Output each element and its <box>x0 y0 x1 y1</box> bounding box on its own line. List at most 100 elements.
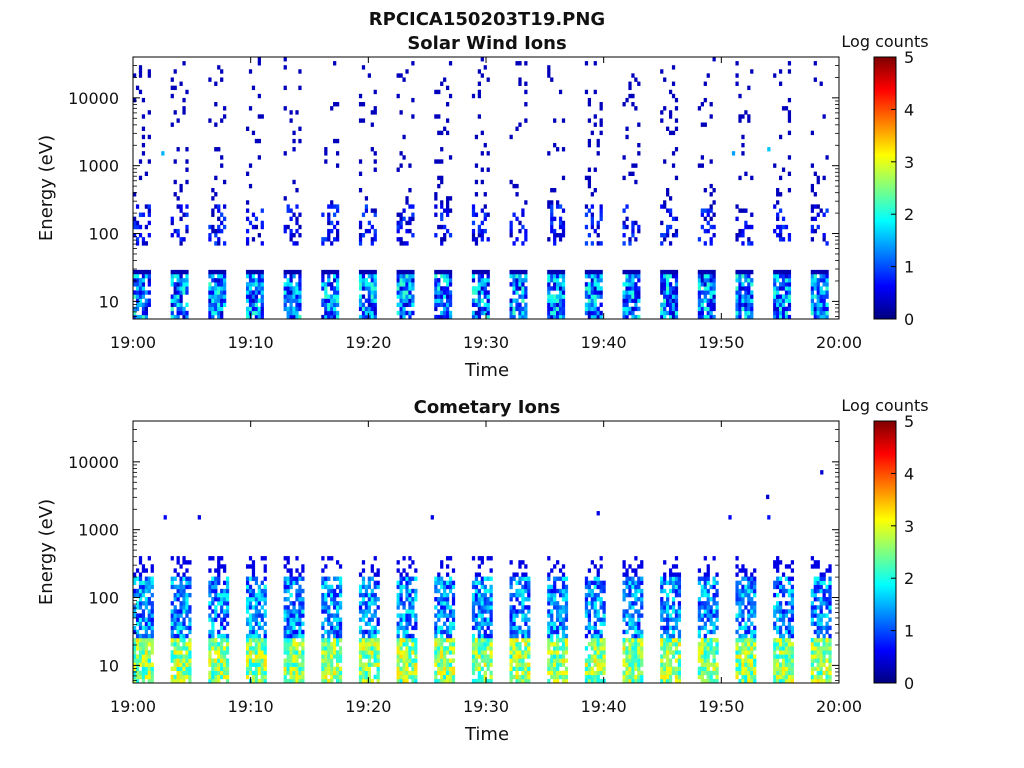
heatmap-cell <box>338 674 343 680</box>
heatmap-cell <box>631 163 635 168</box>
heatmap-cell <box>787 662 792 667</box>
heatmap-cell <box>813 204 817 209</box>
heatmap-cell <box>674 302 679 308</box>
heatmap-cell <box>825 629 829 635</box>
heatmap-cell <box>263 654 267 659</box>
heatmap-cell <box>399 278 403 283</box>
heatmap-cell <box>367 73 371 78</box>
heatmap-cell <box>509 662 513 667</box>
heatmap-cell <box>561 294 566 299</box>
heatmap-cell <box>399 576 403 581</box>
heatmap-cell <box>671 642 676 647</box>
heatmap-cell <box>147 609 151 614</box>
heatmap-cell <box>399 584 403 590</box>
heatmap-cell <box>640 646 644 651</box>
heatmap-cell <box>286 621 290 626</box>
heatmap-cell <box>402 302 406 308</box>
heatmap-cell <box>411 294 415 299</box>
heatmap-cell <box>584 613 589 618</box>
heatmap-cell <box>217 576 221 581</box>
heatmap-cell <box>248 576 253 581</box>
heatmap-cell <box>185 576 189 581</box>
heatmap-cell <box>587 621 592 626</box>
heatmap-cell <box>251 674 256 680</box>
heatmap-cell <box>182 560 186 565</box>
heatmap-cell <box>448 650 453 655</box>
heatmap-cell <box>260 220 264 226</box>
heatmap-cell <box>631 220 635 226</box>
heatmap-cell <box>778 81 783 86</box>
heatmap-cell <box>660 646 664 651</box>
heatmap-cell <box>816 278 820 283</box>
heatmap-cell <box>750 290 754 295</box>
heatmap-cell <box>301 605 305 610</box>
heatmap-cell <box>564 613 569 618</box>
heatmap-cell <box>547 302 551 308</box>
heatmap-cell <box>147 282 151 287</box>
heatmap-cell <box>700 302 704 308</box>
heatmap-cell <box>217 204 221 209</box>
heatmap-cell <box>480 646 484 651</box>
heatmap-cell <box>553 605 557 610</box>
heatmap-cell <box>358 625 363 631</box>
heatmap-cell <box>373 286 377 291</box>
heatmap-cell <box>825 568 829 573</box>
heatmap-cell <box>660 220 664 226</box>
heatmap-cell <box>434 670 438 676</box>
heatmap-cell <box>515 662 519 667</box>
heatmap-cell <box>778 314 783 320</box>
heatmap-cell <box>327 633 331 639</box>
heatmap-cell <box>373 167 377 172</box>
heatmap-cell <box>634 662 638 667</box>
heatmap-cell <box>599 580 603 586</box>
heatmap-cell <box>637 621 641 626</box>
heatmap-cell <box>373 629 377 635</box>
heatmap-cell <box>185 597 189 602</box>
heatmap-cell <box>147 601 151 606</box>
heatmap-cell <box>289 678 293 684</box>
heatmap-cell <box>668 588 673 594</box>
heatmap-cell <box>254 637 259 643</box>
heatmap-cell <box>480 633 484 639</box>
heatmap-cell <box>260 208 264 213</box>
heatmap-cell <box>402 241 406 246</box>
heatmap-cell <box>214 147 218 152</box>
heatmap-cell <box>712 662 716 667</box>
heatmap-cell <box>364 306 369 312</box>
heatmap-cell <box>367 580 371 586</box>
heatmap-cell <box>776 576 780 581</box>
heatmap-cell <box>182 617 186 622</box>
heatmap-cell <box>399 580 403 586</box>
heatmap-cell <box>744 314 748 320</box>
heatmap-cell <box>477 650 481 655</box>
heatmap-cell <box>584 646 589 651</box>
heatmap-cell <box>712 654 716 659</box>
heatmap-cell <box>373 233 377 238</box>
heatmap-cell <box>663 678 667 684</box>
heatmap-cell <box>217 237 221 242</box>
heatmap-cell <box>666 126 670 131</box>
heatmap-cell <box>747 637 751 643</box>
heatmap-cell <box>697 625 702 631</box>
heatmap-cell <box>173 637 177 643</box>
heatmap-cell <box>440 605 444 610</box>
heatmap-cell <box>327 314 331 320</box>
heatmap-cell <box>414 650 418 655</box>
heatmap-cell <box>289 637 293 643</box>
heatmap-cell <box>489 609 493 614</box>
heatmap-cell <box>709 114 713 119</box>
heatmap-cell <box>440 273 444 279</box>
heatmap-cell <box>214 658 218 663</box>
heatmap-cell <box>810 646 814 651</box>
heatmap-cell <box>787 233 792 238</box>
heatmap-cell <box>515 183 519 189</box>
heatmap-cell <box>437 642 441 647</box>
heatmap-cell <box>434 89 438 95</box>
heatmap-cell <box>813 650 817 655</box>
heatmap-cell <box>133 613 137 618</box>
heatmap-cell <box>358 93 363 99</box>
heatmap-cell <box>263 666 267 672</box>
heatmap-cell <box>550 654 554 659</box>
heatmap-cell <box>179 654 183 659</box>
heatmap-cell <box>301 646 305 651</box>
